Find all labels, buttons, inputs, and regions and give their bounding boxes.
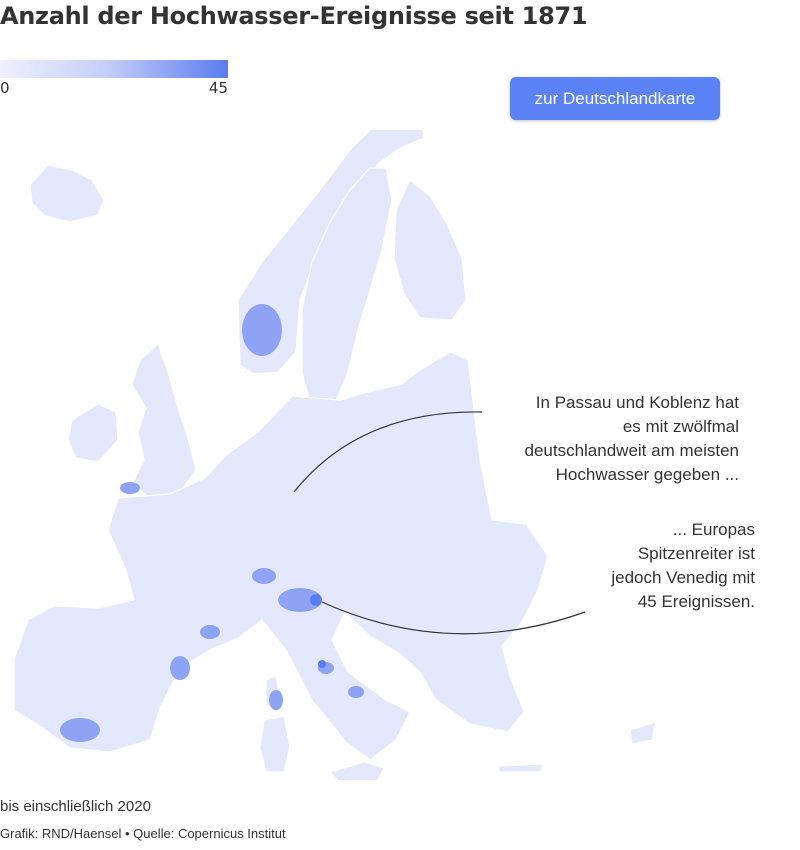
legend-max-label: 45: [208, 79, 228, 97]
annotation-line: 45 Ereignissen.: [637, 592, 755, 611]
germany-map-button[interactable]: zur Deutschlandkarte: [510, 77, 720, 120]
annotation-line: Spitzenreiter ist: [637, 544, 755, 563]
area-sardinia-high: [269, 690, 283, 710]
region-sicily: [329, 761, 385, 780]
annotation-line: es mit zwölfmal: [622, 417, 739, 436]
region-continental-europe: [13, 351, 549, 761]
leader-line-passau: [293, 411, 483, 493]
annotation-passau-koblenz: In Passau und Koblenz hat es mit zwölfma…: [469, 391, 739, 487]
map-landmasses: [13, 130, 657, 780]
annotation-line: deutschlandweit am meisten: [524, 441, 739, 460]
color-legend: 0 45: [0, 60, 228, 97]
area-valencia: [170, 656, 190, 680]
annotation-leader-lines: [293, 411, 586, 635]
region-cyprus: [629, 721, 657, 745]
region-sardinia: [259, 715, 291, 773]
area-po-valley: [278, 588, 322, 612]
area-switzerland: [252, 568, 276, 584]
leader-line-venice: [321, 601, 586, 635]
area-south-norway: [242, 304, 282, 356]
page-title: Anzahl der Hochwasser-Ereignisse seit 18…: [0, 2, 588, 30]
annotation-line: ... Europas: [672, 520, 755, 539]
annotation-venice: ... Europas Spitzenreiter ist jedoch Ven…: [525, 518, 755, 614]
area-andalusia: [60, 718, 100, 742]
region-norway: [237, 130, 425, 375]
high-flood-areas: [60, 304, 364, 742]
legend-gradient-bar: [0, 60, 228, 78]
area-lazio-coast: [318, 660, 326, 668]
area-cote-azur: [200, 625, 220, 639]
europe-flood-map: [13, 130, 657, 780]
region-crete: [497, 763, 545, 773]
source-credit: Grafik: RND/Haensel • Quelle: Copernicus…: [0, 826, 286, 841]
region-finland: [393, 179, 467, 321]
annotation-line: Hochwasser gegeben ...: [555, 465, 739, 484]
annotation-line: In Passau und Koblenz hat: [535, 393, 739, 412]
region-great-britain: [131, 343, 197, 499]
area-campania: [348, 686, 364, 698]
area-wales: [120, 482, 140, 494]
annotation-line: jedoch Venedig mit: [611, 568, 755, 587]
time-range-note: bis einschließlich 2020: [0, 798, 151, 815]
area-venice: [310, 594, 322, 606]
highest-flood-areas: [310, 594, 326, 668]
legend-min-label: 0: [0, 79, 10, 97]
region-iceland: [29, 164, 105, 223]
region-ireland: [67, 403, 119, 463]
